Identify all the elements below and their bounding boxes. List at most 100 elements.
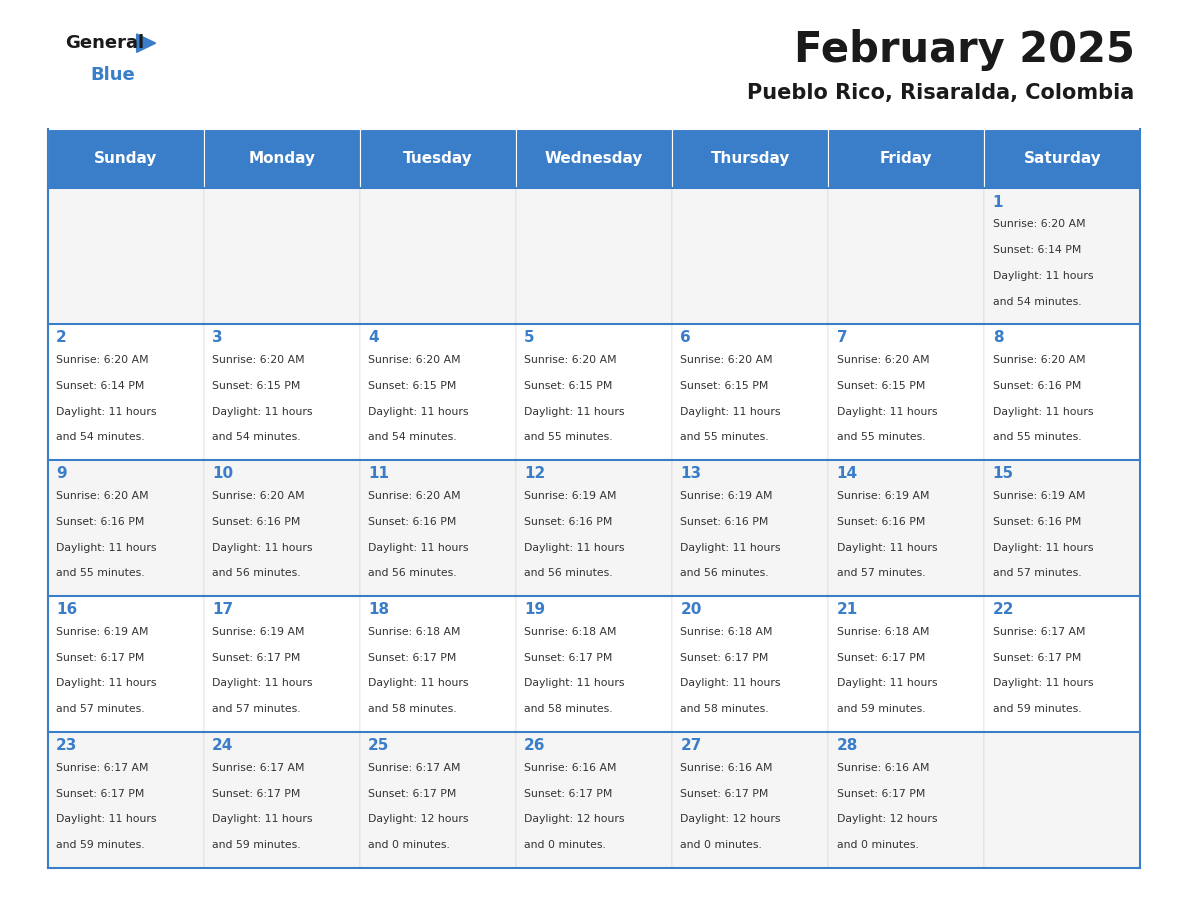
Text: Sunset: 6:14 PM: Sunset: 6:14 PM	[56, 381, 144, 391]
Text: Daylight: 11 hours: Daylight: 11 hours	[836, 407, 937, 417]
Text: and 59 minutes.: and 59 minutes.	[211, 840, 301, 850]
Text: Pueblo Rico, Risaralda, Colombia: Pueblo Rico, Risaralda, Colombia	[747, 83, 1135, 103]
Text: 4: 4	[368, 330, 379, 345]
Text: Daylight: 11 hours: Daylight: 11 hours	[56, 407, 157, 417]
Text: Sunrise: 6:20 AM: Sunrise: 6:20 AM	[993, 219, 1086, 230]
Bar	[48, 129, 203, 188]
Text: Sunset: 6:17 PM: Sunset: 6:17 PM	[211, 789, 301, 799]
Text: 2: 2	[56, 330, 67, 345]
Bar	[360, 324, 516, 460]
Text: Sunrise: 6:17 AM: Sunrise: 6:17 AM	[993, 627, 1085, 637]
Bar	[360, 732, 516, 868]
Text: Sunset: 6:17 PM: Sunset: 6:17 PM	[211, 653, 301, 663]
Text: Sunrise: 6:18 AM: Sunrise: 6:18 AM	[681, 627, 773, 637]
Text: Daylight: 11 hours: Daylight: 11 hours	[993, 407, 1093, 417]
Text: Daylight: 11 hours: Daylight: 11 hours	[211, 678, 312, 688]
Bar	[516, 732, 672, 868]
Text: Daylight: 11 hours: Daylight: 11 hours	[681, 543, 781, 553]
Text: Daylight: 11 hours: Daylight: 11 hours	[56, 678, 157, 688]
Bar	[516, 596, 672, 732]
Text: Sunrise: 6:20 AM: Sunrise: 6:20 AM	[211, 491, 304, 501]
Bar	[828, 596, 985, 732]
Text: and 58 minutes.: and 58 minutes.	[368, 704, 456, 714]
Text: Sunrise: 6:19 AM: Sunrise: 6:19 AM	[56, 627, 148, 637]
Text: Daylight: 12 hours: Daylight: 12 hours	[524, 814, 625, 824]
Text: and 59 minutes.: and 59 minutes.	[993, 704, 1081, 714]
Text: Sunset: 6:16 PM: Sunset: 6:16 PM	[368, 517, 456, 527]
Text: 27: 27	[681, 738, 702, 753]
Text: Sunset: 6:16 PM: Sunset: 6:16 PM	[524, 517, 613, 527]
Text: 8: 8	[993, 330, 1004, 345]
Text: 17: 17	[211, 602, 233, 617]
Text: Sunrise: 6:19 AM: Sunrise: 6:19 AM	[993, 491, 1085, 501]
Text: Sunrise: 6:18 AM: Sunrise: 6:18 AM	[836, 627, 929, 637]
Bar	[203, 188, 360, 324]
Text: Daylight: 11 hours: Daylight: 11 hours	[56, 543, 157, 553]
Text: and 55 minutes.: and 55 minutes.	[56, 568, 145, 578]
Text: Daylight: 11 hours: Daylight: 11 hours	[368, 678, 468, 688]
Bar	[985, 596, 1140, 732]
Text: Sunset: 6:16 PM: Sunset: 6:16 PM	[993, 381, 1081, 391]
Text: Daylight: 11 hours: Daylight: 11 hours	[681, 407, 781, 417]
Text: Sunset: 6:16 PM: Sunset: 6:16 PM	[56, 517, 144, 527]
Text: Sunrise: 6:19 AM: Sunrise: 6:19 AM	[211, 627, 304, 637]
Text: 3: 3	[211, 330, 222, 345]
Text: Sunrise: 6:20 AM: Sunrise: 6:20 AM	[56, 491, 148, 501]
Text: Daylight: 11 hours: Daylight: 11 hours	[211, 407, 312, 417]
Text: Sunrise: 6:18 AM: Sunrise: 6:18 AM	[368, 627, 461, 637]
Bar	[48, 460, 203, 596]
Text: Sunset: 6:16 PM: Sunset: 6:16 PM	[836, 517, 925, 527]
Text: Sunset: 6:15 PM: Sunset: 6:15 PM	[211, 381, 301, 391]
Text: 23: 23	[56, 738, 77, 753]
Text: Sunset: 6:15 PM: Sunset: 6:15 PM	[368, 381, 456, 391]
Text: Tuesday: Tuesday	[403, 151, 473, 166]
Text: Sunset: 6:17 PM: Sunset: 6:17 PM	[836, 653, 925, 663]
Text: and 59 minutes.: and 59 minutes.	[836, 704, 925, 714]
Text: and 55 minutes.: and 55 minutes.	[524, 432, 613, 442]
Text: Sunset: 6:17 PM: Sunset: 6:17 PM	[836, 789, 925, 799]
Bar	[828, 129, 985, 188]
Bar	[985, 732, 1140, 868]
Text: Sunrise: 6:20 AM: Sunrise: 6:20 AM	[836, 355, 929, 365]
Text: 13: 13	[681, 466, 701, 481]
Text: 19: 19	[524, 602, 545, 617]
Text: 25: 25	[368, 738, 390, 753]
Bar	[828, 188, 985, 324]
Text: Sunrise: 6:17 AM: Sunrise: 6:17 AM	[368, 763, 461, 773]
Text: Sunrise: 6:20 AM: Sunrise: 6:20 AM	[368, 491, 461, 501]
Text: 12: 12	[524, 466, 545, 481]
Text: and 55 minutes.: and 55 minutes.	[993, 432, 1081, 442]
Text: and 57 minutes.: and 57 minutes.	[211, 704, 301, 714]
Text: Daylight: 12 hours: Daylight: 12 hours	[368, 814, 468, 824]
Polygon shape	[137, 34, 156, 52]
Text: Daylight: 11 hours: Daylight: 11 hours	[211, 814, 312, 824]
Text: and 55 minutes.: and 55 minutes.	[836, 432, 925, 442]
Text: February 2025: February 2025	[794, 29, 1135, 72]
Text: Blue: Blue	[90, 66, 135, 84]
Text: 20: 20	[681, 602, 702, 617]
Text: Monday: Monday	[248, 151, 315, 166]
Bar	[203, 460, 360, 596]
Text: and 58 minutes.: and 58 minutes.	[524, 704, 613, 714]
Bar	[203, 732, 360, 868]
Text: Sunrise: 6:20 AM: Sunrise: 6:20 AM	[524, 355, 617, 365]
Bar	[985, 324, 1140, 460]
Bar	[516, 460, 672, 596]
Bar	[828, 732, 985, 868]
Text: Sunset: 6:16 PM: Sunset: 6:16 PM	[211, 517, 301, 527]
Text: and 56 minutes.: and 56 minutes.	[524, 568, 613, 578]
Bar	[48, 188, 203, 324]
Bar	[360, 188, 516, 324]
Bar	[985, 188, 1140, 324]
Text: Sunrise: 6:20 AM: Sunrise: 6:20 AM	[56, 355, 148, 365]
Text: Saturday: Saturday	[1024, 151, 1101, 166]
Text: Sunset: 6:17 PM: Sunset: 6:17 PM	[368, 653, 456, 663]
Bar	[516, 324, 672, 460]
Text: Sunset: 6:16 PM: Sunset: 6:16 PM	[681, 517, 769, 527]
Text: and 57 minutes.: and 57 minutes.	[993, 568, 1081, 578]
Text: 9: 9	[56, 466, 67, 481]
Text: and 57 minutes.: and 57 minutes.	[836, 568, 925, 578]
Text: 22: 22	[993, 602, 1015, 617]
Text: Daylight: 11 hours: Daylight: 11 hours	[211, 543, 312, 553]
Text: Sunrise: 6:19 AM: Sunrise: 6:19 AM	[524, 491, 617, 501]
